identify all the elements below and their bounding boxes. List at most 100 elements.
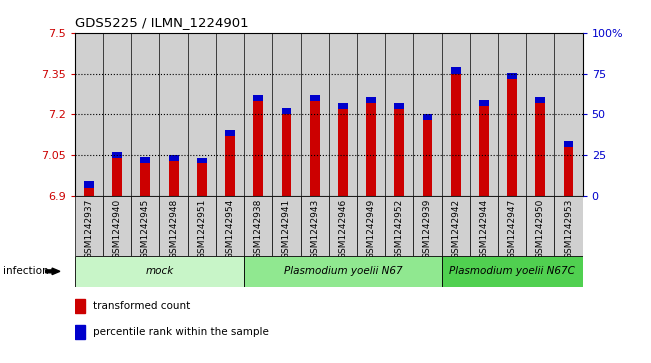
Bar bbox=[112, 158, 122, 196]
Bar bbox=[422, 114, 432, 120]
Text: GSM1242943: GSM1242943 bbox=[310, 199, 319, 259]
Bar bbox=[357, 33, 385, 196]
Text: GSM1242942: GSM1242942 bbox=[451, 199, 460, 259]
Bar bbox=[216, 33, 244, 196]
Bar bbox=[564, 147, 574, 196]
Bar bbox=[301, 196, 329, 256]
Bar bbox=[84, 188, 94, 196]
Bar bbox=[253, 95, 263, 101]
Bar bbox=[103, 196, 132, 256]
Bar bbox=[141, 163, 150, 196]
Text: transformed count: transformed count bbox=[92, 301, 190, 311]
Bar bbox=[441, 33, 470, 196]
Bar bbox=[301, 33, 329, 196]
Bar bbox=[187, 196, 216, 256]
Text: infection: infection bbox=[3, 266, 49, 276]
Bar bbox=[338, 103, 348, 109]
Bar bbox=[169, 160, 178, 196]
Text: GSM1242937: GSM1242937 bbox=[85, 199, 94, 260]
Bar bbox=[366, 97, 376, 103]
Bar bbox=[526, 196, 555, 256]
Bar bbox=[159, 33, 187, 196]
Bar bbox=[329, 196, 357, 256]
Text: GSM1242938: GSM1242938 bbox=[254, 199, 263, 260]
Bar bbox=[272, 196, 301, 256]
Text: GDS5225 / ILMN_1224901: GDS5225 / ILMN_1224901 bbox=[75, 16, 249, 29]
Bar bbox=[272, 33, 301, 196]
Bar bbox=[169, 155, 178, 160]
Text: GSM1242953: GSM1242953 bbox=[564, 199, 573, 260]
Bar bbox=[84, 181, 94, 188]
Bar bbox=[479, 100, 489, 106]
Text: GSM1242940: GSM1242940 bbox=[113, 199, 122, 259]
Bar bbox=[75, 33, 103, 196]
Bar bbox=[75, 299, 85, 313]
Bar bbox=[225, 130, 235, 136]
Bar bbox=[413, 196, 441, 256]
Bar bbox=[103, 33, 132, 196]
Bar bbox=[385, 33, 413, 196]
Bar bbox=[555, 196, 583, 256]
Bar bbox=[197, 163, 207, 196]
Bar bbox=[75, 325, 85, 339]
Bar bbox=[441, 256, 583, 287]
Bar bbox=[132, 196, 159, 256]
Bar bbox=[535, 103, 546, 196]
Bar bbox=[564, 141, 574, 147]
Text: GSM1242946: GSM1242946 bbox=[339, 199, 348, 259]
Bar bbox=[507, 73, 517, 79]
Bar bbox=[470, 196, 498, 256]
Bar bbox=[441, 196, 470, 256]
Bar bbox=[281, 108, 292, 114]
Text: GSM1242944: GSM1242944 bbox=[479, 199, 488, 259]
Text: GSM1242948: GSM1242948 bbox=[169, 199, 178, 259]
Text: mock: mock bbox=[145, 266, 174, 276]
Text: GSM1242945: GSM1242945 bbox=[141, 199, 150, 259]
Bar bbox=[385, 196, 413, 256]
Bar bbox=[244, 33, 272, 196]
Text: GSM1242951: GSM1242951 bbox=[197, 199, 206, 260]
Bar bbox=[329, 33, 357, 196]
Bar bbox=[197, 158, 207, 163]
Bar bbox=[75, 256, 244, 287]
Bar bbox=[216, 196, 244, 256]
Bar bbox=[413, 33, 441, 196]
Text: Plasmodium yoelii N67: Plasmodium yoelii N67 bbox=[284, 266, 402, 276]
Text: percentile rank within the sample: percentile rank within the sample bbox=[92, 327, 268, 337]
Bar bbox=[555, 33, 583, 196]
Bar bbox=[310, 95, 320, 101]
Bar bbox=[310, 101, 320, 196]
Bar bbox=[225, 136, 235, 196]
Bar bbox=[498, 33, 526, 196]
Bar bbox=[141, 158, 150, 163]
Bar bbox=[357, 196, 385, 256]
Bar bbox=[395, 103, 404, 109]
Text: GSM1242941: GSM1242941 bbox=[282, 199, 291, 259]
Bar bbox=[187, 33, 216, 196]
Bar bbox=[132, 33, 159, 196]
Bar bbox=[281, 114, 292, 196]
Bar bbox=[338, 109, 348, 196]
Bar bbox=[470, 33, 498, 196]
Text: Plasmodium yoelii N67C: Plasmodium yoelii N67C bbox=[449, 266, 575, 276]
Bar bbox=[244, 256, 441, 287]
Text: GSM1242949: GSM1242949 bbox=[367, 199, 376, 259]
Bar bbox=[75, 196, 103, 256]
Text: GSM1242954: GSM1242954 bbox=[225, 199, 234, 259]
Bar bbox=[450, 74, 461, 196]
Bar bbox=[479, 106, 489, 196]
Text: GSM1242950: GSM1242950 bbox=[536, 199, 545, 260]
Bar bbox=[526, 33, 555, 196]
Bar bbox=[535, 97, 546, 103]
Bar bbox=[422, 120, 432, 196]
Bar bbox=[112, 152, 122, 158]
Bar bbox=[498, 196, 526, 256]
Bar bbox=[159, 196, 187, 256]
Text: GSM1242939: GSM1242939 bbox=[423, 199, 432, 260]
Bar bbox=[450, 67, 461, 73]
Text: GSM1242947: GSM1242947 bbox=[508, 199, 517, 259]
Text: GSM1242952: GSM1242952 bbox=[395, 199, 404, 259]
Bar bbox=[244, 196, 272, 256]
Bar bbox=[507, 79, 517, 196]
Bar bbox=[366, 103, 376, 196]
